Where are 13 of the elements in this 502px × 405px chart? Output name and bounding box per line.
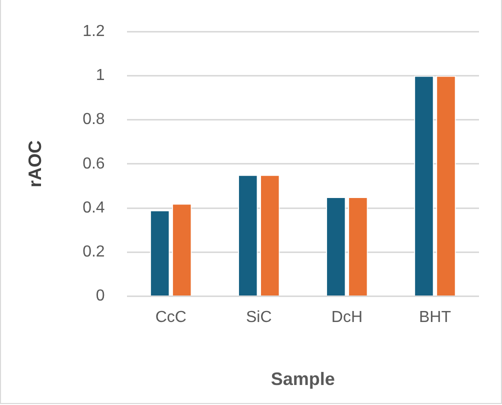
x-axis-title: Sample	[270, 369, 335, 390]
x-tick-label: SiC	[246, 309, 272, 326]
y-tick-label: 0.4	[82, 199, 105, 216]
y-tick-label: 0.6	[82, 155, 105, 172]
x-tick-label: DcH	[331, 309, 362, 326]
y-tick-label: 1	[96, 67, 105, 84]
x-tick-label: BHT	[418, 309, 452, 326]
y-tick-label: 1.2	[82, 23, 105, 40]
y-axis-title: rAOC	[24, 140, 45, 188]
y-tick-label: 0.8	[82, 111, 105, 128]
y-tick-label: 0	[96, 288, 105, 305]
y-tick-label: 0.2	[82, 244, 105, 261]
x-tick-label: CcC	[155, 309, 186, 326]
